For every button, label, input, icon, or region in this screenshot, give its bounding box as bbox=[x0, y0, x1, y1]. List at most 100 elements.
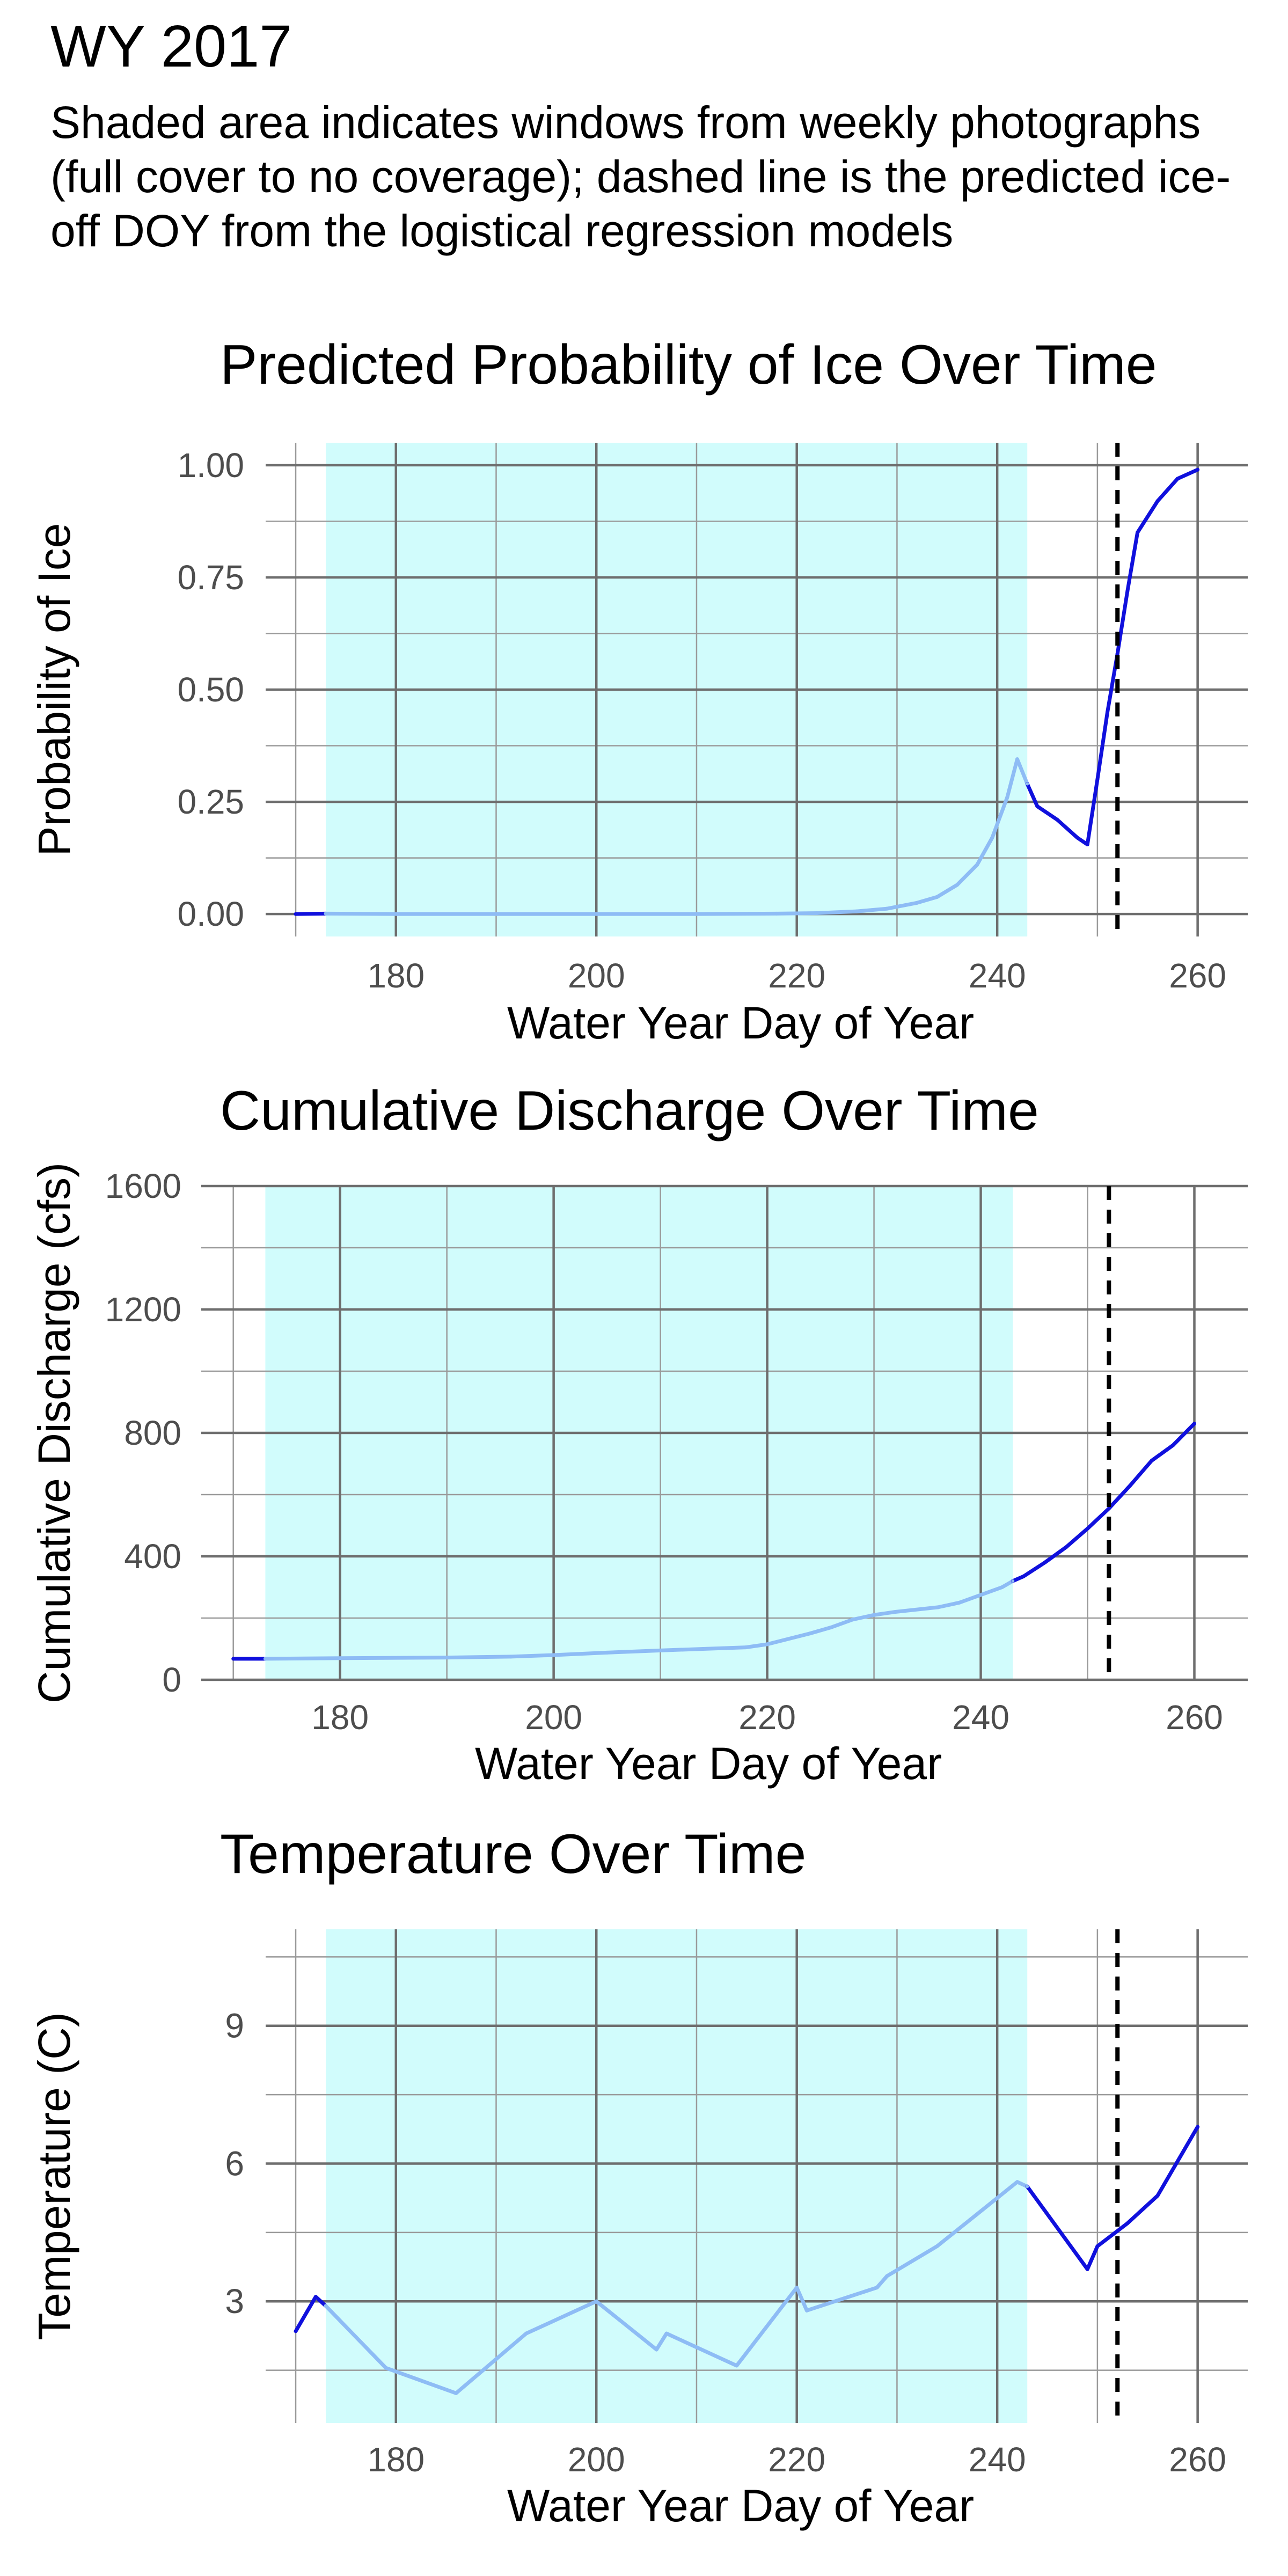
series-segment bbox=[454, 2331, 529, 2395]
x-tick-label: 240 bbox=[969, 956, 1026, 995]
data-point bbox=[324, 2304, 328, 2308]
data-point bbox=[1015, 757, 1019, 761]
data-point bbox=[1155, 499, 1159, 503]
page-title: WY 2017 bbox=[50, 13, 292, 79]
series-segment bbox=[1025, 2184, 1059, 2230]
data-point bbox=[1056, 818, 1059, 822]
data-point bbox=[595, 912, 598, 916]
data-point bbox=[875, 2286, 879, 2289]
series-segment bbox=[384, 2366, 458, 2395]
data-point bbox=[957, 1601, 961, 1605]
series-segment bbox=[263, 1656, 342, 1661]
data-point bbox=[1015, 2180, 1019, 2184]
series-segment bbox=[605, 1648, 663, 1655]
data-point bbox=[1075, 836, 1079, 839]
data-point bbox=[1196, 468, 1199, 472]
data-point bbox=[1150, 1459, 1153, 1462]
data-point bbox=[1196, 2125, 1199, 2128]
series-segment bbox=[324, 911, 398, 916]
data-point bbox=[744, 1645, 748, 1649]
series-segment bbox=[1075, 836, 1089, 847]
y-tick-label: 1.00 bbox=[177, 446, 244, 485]
y-axis-label: Cumulative Discharge (cfs) bbox=[29, 1162, 79, 1703]
series-segment bbox=[509, 1653, 556, 1659]
data-point bbox=[445, 1656, 449, 1659]
series-segment bbox=[795, 2286, 809, 2312]
chart-title: Predicted Probability of Ice Over Time bbox=[220, 334, 1157, 396]
series-segment bbox=[957, 1593, 983, 1605]
x-axis-label: Water Year Day of Year bbox=[507, 2480, 974, 2531]
data-point bbox=[808, 1631, 812, 1635]
x-tick-label: 260 bbox=[1169, 956, 1226, 995]
data-point bbox=[1116, 652, 1119, 656]
data-point bbox=[494, 912, 498, 916]
series-segment bbox=[829, 1618, 855, 1629]
data-point bbox=[975, 863, 979, 867]
series-segment bbox=[701, 1645, 748, 1651]
data-point bbox=[1106, 710, 1109, 714]
series-segment bbox=[774, 911, 819, 916]
data-point bbox=[735, 2364, 738, 2368]
shaded-window bbox=[265, 1186, 1013, 1680]
data-point bbox=[595, 2300, 598, 2303]
y-tick-label: 400 bbox=[124, 1537, 181, 1576]
series-segment bbox=[1000, 1579, 1015, 1589]
series-segment bbox=[1115, 589, 1130, 656]
data-point bbox=[509, 1655, 513, 1658]
data-point bbox=[935, 895, 939, 899]
data-point bbox=[955, 883, 959, 887]
series-segment bbox=[735, 2286, 799, 2368]
series-segment bbox=[1055, 818, 1080, 840]
series-segment bbox=[885, 2244, 939, 2278]
series-segment bbox=[893, 1605, 940, 1614]
data-point bbox=[829, 1626, 833, 1629]
y-axis-label: Probability of Ice bbox=[29, 523, 79, 857]
series-segment bbox=[1136, 499, 1160, 535]
series-segment bbox=[1106, 652, 1119, 714]
series-segment bbox=[694, 911, 779, 916]
series-segment bbox=[1015, 2180, 1029, 2189]
series-segment bbox=[1171, 1422, 1197, 1447]
series-segment bbox=[915, 895, 939, 905]
series-segment bbox=[524, 2299, 598, 2336]
data-point bbox=[655, 2348, 658, 2352]
series-segment bbox=[935, 2212, 979, 2249]
series-segment bbox=[990, 795, 1009, 840]
series-segment bbox=[1085, 2244, 1100, 2271]
data-point bbox=[605, 1651, 609, 1655]
data-point bbox=[1125, 589, 1129, 592]
series-segment bbox=[975, 836, 994, 867]
data-point bbox=[1095, 2244, 1099, 2248]
data-point bbox=[885, 2274, 889, 2278]
data-point bbox=[1192, 1422, 1196, 1425]
series-segment bbox=[1086, 1506, 1111, 1531]
data-point bbox=[231, 1657, 235, 1660]
data-point bbox=[1171, 1444, 1175, 1447]
series-segment bbox=[1095, 2221, 1130, 2249]
x-axis-label: Water Year Day of Year bbox=[507, 998, 974, 1048]
y-tick-label: 6 bbox=[225, 2144, 244, 2183]
series-segment bbox=[1021, 1561, 1047, 1578]
y-tick-label: 0.25 bbox=[177, 782, 244, 821]
series-segment bbox=[1095, 710, 1110, 781]
data-point bbox=[264, 1657, 267, 1660]
series-segment bbox=[1005, 757, 1020, 800]
series-segment bbox=[552, 1650, 609, 1657]
data-point bbox=[1136, 531, 1139, 535]
data-point bbox=[658, 1649, 662, 1652]
series-segment bbox=[935, 883, 959, 899]
data-point bbox=[324, 912, 328, 916]
data-point bbox=[1011, 1579, 1015, 1583]
data-point bbox=[1107, 1506, 1111, 1510]
x-tick-label: 220 bbox=[738, 1698, 796, 1737]
y-tick-label: 0.50 bbox=[177, 670, 244, 709]
series-segment bbox=[658, 1647, 705, 1652]
data-point bbox=[524, 2332, 528, 2336]
data-point bbox=[975, 2212, 979, 2216]
y-tick-label: 9 bbox=[225, 2007, 244, 2045]
series-segment bbox=[936, 1600, 962, 1609]
data-point bbox=[1176, 477, 1180, 480]
x-tick-label: 240 bbox=[969, 2440, 1026, 2479]
data-point bbox=[1022, 1575, 1026, 1578]
